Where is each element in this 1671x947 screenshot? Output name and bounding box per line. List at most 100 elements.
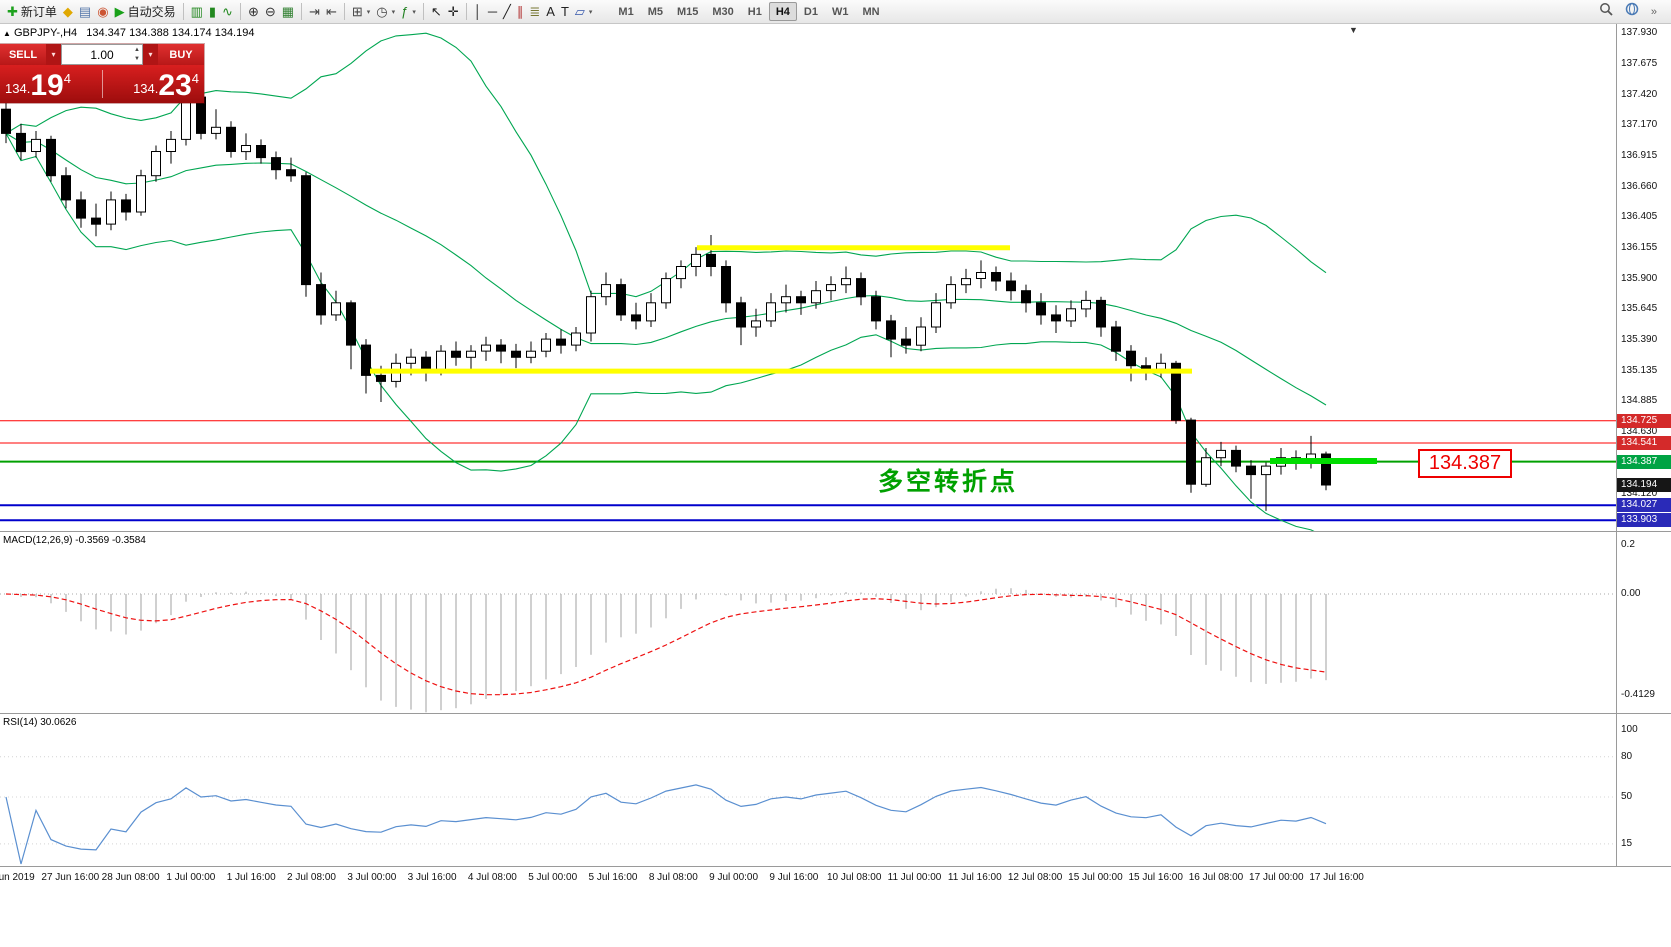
price-scale-separator: [1616, 24, 1617, 866]
price-scale[interactable]: 137.930 137.675 137.420 137.170 136.915 136.6…: [1617, 24, 1671, 531]
community-globe-icon[interactable]: [1625, 2, 1639, 21]
profiles-icon-dropdown-icon[interactable]: ▾: [391, 8, 396, 16]
rsi-canvas[interactable]: [0, 714, 1616, 866]
chart-text-annotation[interactable]: 多空转折点: [878, 468, 1019, 496]
trendline-icon[interactable]: ╱: [500, 2, 514, 22]
crosshair-icon[interactable]: ✛: [445, 2, 462, 22]
spinner-up-icon[interactable]: ▲: [134, 47, 140, 53]
new-chart-icon-dropdown-icon[interactable]: ▾: [366, 8, 371, 16]
main-chart-canvas[interactable]: [0, 24, 1616, 531]
rsi-scale[interactable]: 100 80 50 15: [1617, 714, 1671, 866]
indicators-icon: ƒ: [401, 4, 409, 19]
price-scale-label: 135.645: [1621, 303, 1658, 315]
timeframe-m5[interactable]: M5: [641, 2, 670, 21]
price-callout-box[interactable]: 134.387: [1418, 449, 1512, 478]
new-chart-icon[interactable]: ⊞ ▾: [349, 2, 373, 22]
macd-canvas[interactable]: [0, 532, 1616, 713]
auto-scroll-icon: ⇥: [309, 4, 320, 19]
auto-trading-button: ▶: [114, 4, 125, 19]
text-icon: A: [546, 4, 555, 19]
bar-chart-icon: ▥: [190, 4, 203, 19]
sell-price-big: 19: [30, 69, 64, 102]
timeframe-h1[interactable]: H1: [741, 2, 769, 21]
auto-scroll-icon[interactable]: ⇥: [306, 2, 323, 22]
time-axis-label: 8 Jul 08:00: [648, 872, 698, 883]
label-icon[interactable]: T: [558, 2, 572, 22]
timeframe-d1[interactable]: D1: [797, 2, 825, 21]
auto-trading-button[interactable]: ▶ 自动交易: [112, 2, 179, 22]
market-watch-icon: ▤: [78, 4, 92, 19]
zoom-in-icon[interactable]: ⊕: [245, 2, 262, 22]
chart-shift-marker-icon[interactable]: ▼: [1349, 25, 1358, 35]
new-chart-icon: ⊞: [351, 4, 363, 19]
favorites-icon: ◆: [62, 4, 73, 19]
buy-options-dropdown-icon[interactable]: ▾: [143, 44, 158, 65]
price-scale-label: 135.900: [1621, 272, 1658, 284]
price-tag: 134.541: [1617, 436, 1671, 450]
new-order-button[interactable]: ✚ 新订单: [4, 2, 60, 22]
time-axis-label: 3 Jul 00:00: [347, 872, 397, 883]
zoom-out-icon[interactable]: ⊖: [262, 2, 279, 22]
panel-separator[interactable]: [0, 531, 1671, 532]
tile-windows-icon: ▦: [281, 4, 295, 19]
channel-icon[interactable]: ∥: [514, 2, 527, 22]
horizontal-line-icon[interactable]: ─: [485, 2, 500, 22]
bar-chart-icon[interactable]: ▥: [188, 2, 206, 22]
indicators-icon-dropdown-icon[interactable]: ▾: [412, 8, 416, 16]
timeframe-m1[interactable]: M1: [611, 2, 640, 21]
price-scale-label: 134.630: [1621, 426, 1658, 438]
vertical-line-icon[interactable]: │: [471, 2, 485, 22]
price-scale-label: 136.660: [1621, 180, 1658, 192]
time-axis-label: 11 Jul 00:00: [887, 872, 942, 883]
price-tag: 134.387: [1617, 454, 1671, 469]
volume-spinner[interactable]: ▲ ▼: [134, 46, 140, 64]
indicators-icon[interactable]: ƒ ▾: [398, 2, 419, 22]
macd-scale[interactable]: 0.2 0.00 -0.4129: [1617, 532, 1671, 713]
time-axis-label: 16 Jul 08:00: [1188, 872, 1244, 883]
community-icon[interactable]: ◉: [94, 2, 111, 22]
time-axis-label: 15 Jul 16:00: [1128, 872, 1183, 883]
sell-price[interactable]: 134. 19 4: [0, 65, 102, 103]
chart-shift-icon[interactable]: ⇤: [323, 2, 340, 22]
profiles-icon[interactable]: ◷ ▾: [373, 2, 398, 22]
timeframe-m30[interactable]: M30: [705, 2, 740, 21]
time-axis-label: 2 Jul 08:00: [287, 872, 336, 883]
shapes-icon[interactable]: ▱ ▾: [572, 2, 596, 22]
volume-value[interactable]: 1.00: [90, 47, 114, 62]
timeframe-toolbar: M1 M5 M15 M30 H1 H4 D1 W1 MN: [611, 2, 886, 21]
price-tag: 134.027: [1617, 498, 1671, 513]
toolbar-overflow-icon[interactable]: »: [1650, 5, 1657, 18]
text-icon[interactable]: A: [543, 2, 558, 22]
market-watch-icon[interactable]: ▤: [76, 2, 94, 22]
panel-separator[interactable]: [0, 713, 1671, 714]
timeframe-m15[interactable]: M15: [670, 2, 705, 21]
timeframe-w1[interactable]: W1: [825, 2, 856, 21]
fibonacci-icon[interactable]: ≣: [526, 2, 543, 22]
volume-field[interactable]: 1.00 ▲ ▼: [61, 44, 143, 65]
cursor-icon[interactable]: ↖: [428, 2, 445, 22]
auto-trading-button-label: 自动交易: [127, 5, 176, 19]
line-chart-icon[interactable]: ∿: [219, 2, 236, 22]
time-axis-label: 27 Jun 16:00: [41, 872, 100, 883]
search-icon[interactable]: [1599, 2, 1613, 21]
sell-options-dropdown-icon[interactable]: ▾: [46, 44, 61, 65]
one-click-collapse-icon[interactable]: ▲: [3, 29, 11, 38]
panel-separator: [0, 866, 1671, 867]
shapes-icon-dropdown-icon[interactable]: ▾: [588, 8, 593, 16]
price-scale-label: 136.155: [1621, 241, 1658, 253]
tile-windows-icon[interactable]: ▦: [279, 2, 297, 22]
timeframe-h4[interactable]: H4: [768, 2, 797, 21]
sell-button[interactable]: SELL: [0, 44, 46, 65]
spinner-down-icon[interactable]: ▼: [134, 56, 140, 62]
buy-button[interactable]: BUY: [158, 44, 204, 65]
buy-price[interactable]: 134. 23 4: [102, 65, 204, 103]
zoom-out-icon: ⊖: [264, 4, 276, 19]
favorites-icon[interactable]: ◆: [60, 2, 76, 22]
candlestick-chart-icon[interactable]: ▮: [206, 2, 219, 22]
time-axis-label: 15 Jul 00:00: [1068, 872, 1123, 883]
chart-symbol-label: GBPJPY-,H4: [14, 27, 78, 39]
toolbar-separator: [182, 3, 184, 20]
time-axis-label: 17 Jul 00:00: [1249, 872, 1304, 883]
timeframe-mn[interactable]: MN: [855, 2, 886, 21]
